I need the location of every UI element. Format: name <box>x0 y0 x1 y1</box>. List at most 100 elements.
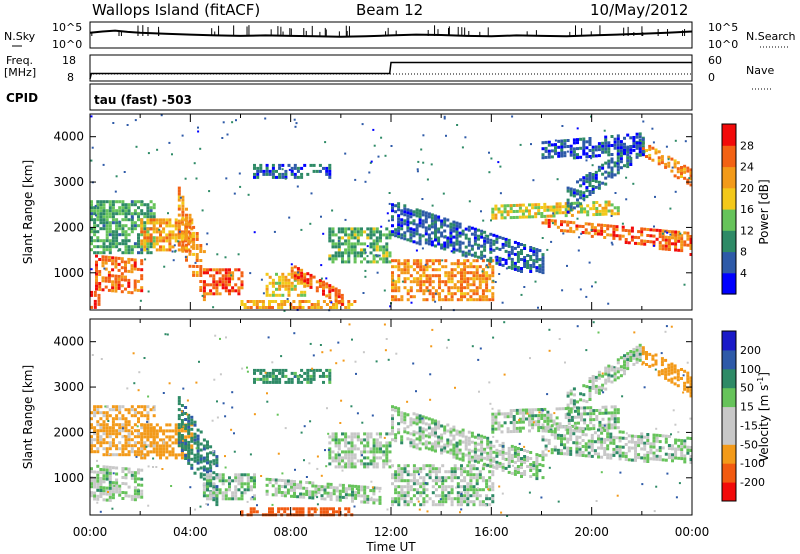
data-cell <box>366 456 370 460</box>
data-cell <box>447 280 451 284</box>
data-cell <box>338 510 342 514</box>
data-cell <box>686 181 690 185</box>
data-cell <box>495 246 499 250</box>
data-cell <box>569 425 573 429</box>
data-cell <box>641 138 645 142</box>
freq-unit-label: [MHz] <box>4 66 36 79</box>
data-cell <box>485 289 489 293</box>
data-cell <box>149 209 153 213</box>
data-cell <box>127 494 131 498</box>
data-cell <box>501 245 505 249</box>
data-cell <box>391 429 394 433</box>
data-cell <box>397 298 401 302</box>
data-cell <box>111 426 115 430</box>
data-cell <box>168 221 172 225</box>
data-cell <box>425 274 429 278</box>
data-cell <box>344 438 348 442</box>
data-cell <box>174 426 178 430</box>
data-cell <box>403 268 407 272</box>
data-cell <box>419 274 423 278</box>
data-cell <box>372 441 376 445</box>
data-cell <box>504 457 508 461</box>
data-cell <box>483 230 487 234</box>
data-cell <box>360 494 364 498</box>
data-cell <box>472 488 476 492</box>
data-cell <box>385 236 389 240</box>
data-cell <box>140 289 144 293</box>
data-cell <box>133 258 137 262</box>
data-cell <box>322 286 325 290</box>
data-cell <box>124 248 128 252</box>
data-cell <box>667 236 671 239</box>
data-cell <box>296 276 300 280</box>
data-cell <box>403 277 407 281</box>
data-cell <box>409 230 413 234</box>
data-cell <box>443 449 447 453</box>
data-cell <box>428 277 432 281</box>
data-cell <box>115 432 119 436</box>
data-cell <box>610 153 614 156</box>
data-cell <box>180 422 184 425</box>
data-cell <box>341 257 344 261</box>
band-6 <box>240 300 357 309</box>
data-cell <box>460 464 463 468</box>
data-cell <box>464 447 468 451</box>
data-cell <box>591 145 595 149</box>
data-cell <box>124 212 128 216</box>
data-cell <box>143 447 147 451</box>
data-cell <box>501 441 505 445</box>
data-cell <box>464 254 468 258</box>
data-cell <box>409 497 413 501</box>
data-cell <box>450 262 454 266</box>
speckle-cell <box>364 251 367 254</box>
data-cell <box>391 473 394 477</box>
data-cell <box>209 497 213 501</box>
data-cell <box>464 435 468 439</box>
data-cell <box>237 286 241 290</box>
data-cell <box>96 435 100 439</box>
data-cell <box>638 144 642 148</box>
data-cell <box>372 444 376 448</box>
data-cell <box>543 407 547 411</box>
data-cell <box>121 417 125 421</box>
data-cell <box>481 298 485 302</box>
data-cell <box>525 209 528 213</box>
data-cell <box>523 256 527 259</box>
data-cell <box>434 217 437 221</box>
data-cell <box>500 430 504 434</box>
data-cell <box>593 431 597 435</box>
data-cell <box>449 439 453 443</box>
data-cell <box>537 414 541 418</box>
data-cell <box>537 423 541 427</box>
data-cell <box>360 438 363 442</box>
data-cell <box>556 451 560 455</box>
data-cell <box>434 274 438 278</box>
data-cell <box>105 212 109 216</box>
data-cell <box>256 175 260 179</box>
data-cell <box>515 203 519 207</box>
data-cell <box>331 227 335 231</box>
ytick-label: 1000 <box>53 266 84 280</box>
data-cell <box>209 482 213 486</box>
data-cell <box>287 272 291 276</box>
data-cell <box>406 503 410 507</box>
data-cell <box>453 262 457 266</box>
cpid-strip: CPID tau (fast) -503 <box>6 83 693 111</box>
data-cell <box>588 193 592 196</box>
data-cell <box>492 444 496 448</box>
data-cell <box>331 260 335 264</box>
data-cell <box>564 214 568 218</box>
data-cell <box>529 246 533 249</box>
data-cell <box>363 432 367 436</box>
data-cell <box>344 453 348 457</box>
data-cell <box>629 160 633 163</box>
data-cell <box>149 423 153 427</box>
data-cell <box>202 444 206 448</box>
data-cell <box>133 453 137 457</box>
speckle-cell <box>420 148 423 151</box>
data-cell <box>403 271 407 275</box>
data-cell <box>275 380 278 384</box>
data-cell <box>152 426 156 430</box>
data-cell <box>108 215 112 219</box>
data-cell <box>634 241 637 245</box>
